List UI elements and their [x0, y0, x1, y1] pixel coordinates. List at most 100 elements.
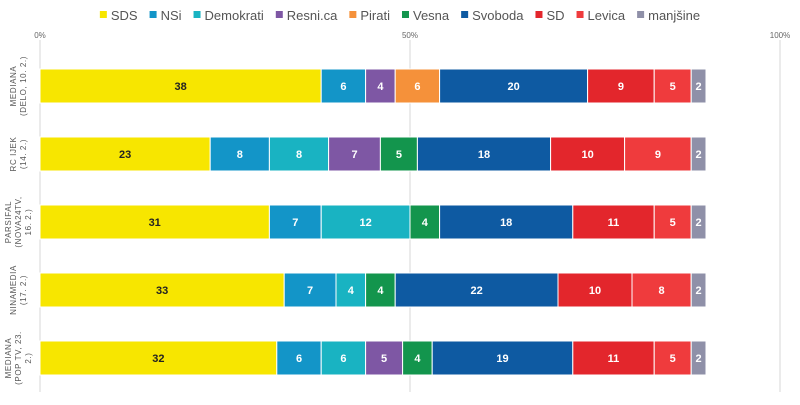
bar-segment	[39, 204, 270, 240]
data-label: 11	[608, 353, 620, 365]
data-label: 5	[396, 149, 402, 161]
legend-swatch	[461, 11, 469, 18]
legend-swatch	[149, 11, 157, 18]
bar-segment	[439, 68, 589, 104]
bar-segment	[365, 68, 396, 104]
bar-segment	[320, 68, 367, 104]
category-label-line: (NOVA24TV,	[14, 196, 23, 247]
category-label: MEDIANA(DELO, 10. 2.)	[9, 56, 28, 116]
data-label: 4	[377, 81, 384, 93]
category-label-line: NINAMEDIA	[9, 265, 18, 315]
bar-segment	[328, 136, 381, 172]
category-label: PARSIFAL(NOVA24TV,16. 2.)	[4, 196, 33, 247]
bar-segment	[39, 136, 211, 172]
data-label: 22	[470, 285, 482, 297]
bar-segment	[690, 68, 707, 104]
data-label: 4	[422, 217, 429, 229]
y-axis: MEDIANA(DELO, 10. 2.) RC IJEK(14. 2.) PARS…	[4, 56, 33, 385]
data-label: 18	[500, 217, 512, 229]
legend-label: NSi	[161, 8, 182, 23]
data-label: 33	[156, 285, 168, 297]
legend-label: Levica	[588, 8, 626, 23]
category-label-line: PARSIFAL	[4, 201, 13, 243]
data-label: 11	[608, 217, 620, 229]
bar-segment	[209, 136, 270, 172]
data-label: 20	[507, 81, 519, 93]
x-tick-label: 100%	[770, 31, 790, 40]
legend-swatch	[576, 11, 584, 18]
data-label: 5	[670, 81, 676, 93]
bar-segment	[320, 204, 411, 240]
legend-swatch	[535, 11, 543, 18]
data-label: 10	[589, 285, 601, 297]
category-label-line: 2.)	[24, 352, 33, 363]
bar-segment	[268, 204, 322, 240]
category-label-line: (14. 2.)	[19, 139, 28, 169]
legend-swatch	[401, 11, 409, 18]
data-label: 7	[307, 285, 313, 297]
legend-label: SD	[546, 8, 564, 23]
bar-segment	[690, 272, 707, 308]
data-label: 31	[149, 217, 161, 229]
bar-segment	[431, 340, 574, 376]
data-label: 5	[381, 353, 387, 365]
data-label: 19	[496, 353, 508, 365]
bar-segment	[39, 68, 322, 104]
data-label: 38	[174, 81, 186, 93]
bar-segment	[379, 136, 418, 172]
bar-segment	[394, 272, 559, 308]
bar-segment	[690, 136, 707, 172]
data-label: 2	[696, 353, 702, 365]
x-tick-label: 0%	[34, 31, 46, 40]
data-label: 9	[618, 81, 624, 93]
category-label-line: 16. 2.)	[24, 209, 33, 236]
data-label: 4	[348, 285, 355, 297]
data-label: 32	[152, 353, 164, 365]
legend-swatch	[637, 11, 645, 18]
legend-swatch	[349, 11, 357, 18]
legend-label: Demokrati	[205, 8, 264, 23]
data-label: 10	[581, 149, 593, 161]
data-label: 4	[414, 353, 421, 365]
data-label: 4	[377, 285, 384, 297]
category-label-line: (17. 2.)	[19, 275, 28, 305]
data-label: 5	[670, 217, 676, 229]
bar-segment	[283, 272, 337, 308]
legend-label: manjšine	[648, 8, 700, 23]
data-label: 6	[340, 353, 346, 365]
bar-segment	[572, 204, 655, 240]
data-label: 12	[359, 217, 371, 229]
legend-label: Svoboda	[472, 8, 524, 23]
bar-segment	[653, 204, 692, 240]
data-label: 9	[655, 149, 661, 161]
bar-segment	[365, 340, 404, 376]
data-label: 18	[478, 149, 490, 161]
legend-label: Resni.ca	[287, 8, 338, 23]
bar-segment	[268, 136, 330, 172]
data-label: 8	[296, 149, 302, 161]
legend-label: Vesna	[413, 8, 450, 23]
data-label: 8	[237, 149, 243, 161]
data-label: 2	[696, 217, 702, 229]
category-label: MEDIANA(POP TV, 23.2.)	[4, 331, 33, 385]
data-label: 8	[659, 285, 665, 297]
x-axis: 0% 50% 100%	[34, 31, 790, 40]
bar-segment	[572, 340, 655, 376]
data-label: 6	[414, 81, 420, 93]
bar-segment	[39, 340, 278, 376]
x-tick-label: 50%	[402, 31, 418, 40]
legend-swatch	[99, 11, 107, 18]
category-label: RC IJEK(14. 2.)	[9, 137, 28, 172]
bar-segment	[416, 136, 552, 172]
legend-swatch	[275, 11, 283, 18]
data-label: 2	[696, 285, 702, 297]
category-label-line: (DELO, 10. 2.)	[19, 56, 28, 116]
bars: 38 6 4 6 20 9 5 2 23 8 8 7 5 18 10 9 2 31 7 12 4 18 11 5 2 33 7 4 4 2…	[39, 68, 707, 376]
data-label: 7	[351, 149, 357, 161]
data-label: 6	[340, 81, 346, 93]
bar-segment	[550, 136, 626, 172]
legend-swatch	[193, 11, 201, 18]
bar-segment	[365, 272, 396, 308]
